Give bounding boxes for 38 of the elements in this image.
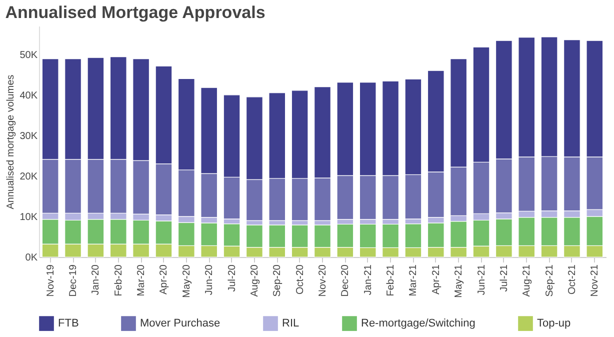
legend-label: RIL bbox=[282, 318, 300, 330]
x-tick-label: Jan-20 bbox=[90, 264, 102, 296]
legend-label: Mover Purchase bbox=[140, 318, 220, 330]
x-tick-label: Apr-20 bbox=[158, 264, 170, 295]
x-tick-label: Jul-21 bbox=[498, 264, 510, 292]
x-tick-label: Mar-20 bbox=[136, 264, 148, 296]
x-tick-label: Mar-21 bbox=[408, 264, 420, 296]
x-tick-label: Jun-21 bbox=[476, 264, 488, 296]
legend-label: Top-up bbox=[537, 318, 571, 330]
y-tick-label: 50K bbox=[20, 50, 38, 61]
y-tick-label: 30K bbox=[20, 130, 38, 142]
chart-title: Annualised Mortgage Approvals bbox=[5, 3, 266, 22]
y-tick-label: 0K bbox=[25, 252, 38, 264]
x-tick-label: Feb-20 bbox=[113, 264, 124, 296]
y-axis-title: Annualised mortgage volumes bbox=[6, 74, 17, 210]
x-tick-label: Oct-20 bbox=[294, 264, 306, 295]
x-tick-label: Jun-20 bbox=[204, 264, 216, 296]
x-tick-label: May-20 bbox=[181, 264, 192, 298]
legend-label: FTB bbox=[58, 318, 79, 330]
x-tick-label: Jan-21 bbox=[362, 264, 374, 296]
y-tick-label: 20K bbox=[20, 171, 38, 182]
y-tick-label: 10K bbox=[20, 212, 38, 223]
x-tick-label: Aug-20 bbox=[249, 264, 260, 297]
x-tick-label: Nov-19 bbox=[45, 264, 56, 297]
x-tick-label: Oct-21 bbox=[566, 264, 578, 295]
x-tick-label: Jul-20 bbox=[226, 264, 238, 292]
x-tick-label: May-21 bbox=[454, 264, 465, 298]
x-tick-label: Aug-21 bbox=[522, 264, 533, 297]
x-tick-label: Sep-20 bbox=[272, 264, 284, 297]
x-tick-label: Nov-20 bbox=[318, 264, 328, 297]
x-tick-label: Apr-21 bbox=[430, 264, 442, 295]
x-tick-label: Sep-21 bbox=[544, 264, 556, 297]
y-tick-label: 40K bbox=[20, 90, 38, 102]
x-tick-label: Dec-19 bbox=[68, 264, 80, 297]
x-tick-label: Dec-20 bbox=[340, 264, 352, 297]
x-tick-label: Feb-21 bbox=[386, 264, 397, 296]
legend-label: Re-mortgage/Switching bbox=[361, 318, 476, 330]
x-tick-label: Nov-21 bbox=[590, 264, 601, 297]
